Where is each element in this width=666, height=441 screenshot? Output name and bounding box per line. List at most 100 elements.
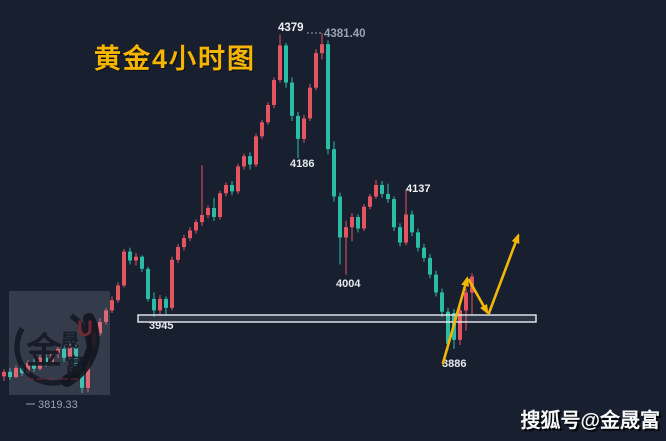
candle-body xyxy=(308,87,312,119)
candle-body xyxy=(170,259,174,308)
candle-body xyxy=(428,257,432,275)
candle-body xyxy=(134,256,138,261)
candle-body xyxy=(386,193,390,200)
trend-arrow xyxy=(441,276,469,365)
candle-body xyxy=(404,214,408,243)
candle-body xyxy=(320,44,324,54)
candle-body xyxy=(122,251,126,286)
support-band xyxy=(137,314,537,323)
candle-body xyxy=(182,238,186,248)
candle-body xyxy=(284,45,288,83)
candle-body xyxy=(326,44,330,150)
candle-body xyxy=(398,227,402,243)
candle-body xyxy=(14,368,18,377)
price-label: 4381.40 xyxy=(324,28,366,40)
candle-body xyxy=(272,80,276,105)
candle-body xyxy=(194,222,198,231)
candle-body xyxy=(44,357,48,364)
candle-body xyxy=(392,199,396,228)
price-label: 4137 xyxy=(406,183,430,195)
candle-body xyxy=(296,115,300,139)
candle-body xyxy=(128,251,132,261)
candle-body xyxy=(50,352,54,364)
candle-body xyxy=(218,193,222,217)
candle-body xyxy=(422,247,426,258)
candle-body xyxy=(8,371,12,377)
price-labels-layer: 4379 4381.40 4186 4137 4004 3945 3886 3819.33 xyxy=(38,22,466,411)
price-label: 4004 xyxy=(336,278,361,290)
candle-body xyxy=(26,362,30,374)
candle-body xyxy=(314,53,318,88)
candle-body xyxy=(278,45,282,81)
candle-body xyxy=(434,274,438,293)
candle-body xyxy=(440,292,444,312)
candle-body xyxy=(242,156,246,167)
candle-body xyxy=(458,310,462,340)
candle-body xyxy=(446,311,450,344)
candle-body xyxy=(2,371,6,377)
candle-body xyxy=(266,104,270,123)
price-label: 3886 xyxy=(442,358,466,370)
watermark-char-main: 金 xyxy=(25,330,63,371)
trend-arrow xyxy=(467,278,489,315)
candle-body xyxy=(344,227,348,238)
candle-body xyxy=(80,366,84,388)
candle-body xyxy=(20,368,24,374)
candle-body xyxy=(146,268,150,299)
candle-body xyxy=(152,298,156,311)
candle-body xyxy=(410,214,414,233)
watermark-char-3: 富 xyxy=(65,354,83,375)
price-label: 4186 xyxy=(290,158,314,170)
support-band-layer xyxy=(137,314,537,323)
candle-body xyxy=(116,285,120,301)
candles-layer xyxy=(2,33,474,393)
candle-body xyxy=(98,321,102,334)
candle-body xyxy=(68,346,72,358)
price-label: 4379 xyxy=(278,22,304,34)
candle-body xyxy=(104,310,108,322)
candle-body xyxy=(224,184,228,194)
page-title: 黄金4小时图 xyxy=(94,44,257,74)
candle-body xyxy=(248,156,252,165)
price-label: 3819.33 xyxy=(38,399,78,411)
candle-body xyxy=(56,348,60,353)
brand-watermark: U 金 晟 富 xyxy=(9,291,110,395)
candle-body xyxy=(188,230,192,239)
candle-body xyxy=(362,206,366,229)
candle-body xyxy=(260,122,264,137)
candle-body xyxy=(302,118,306,139)
candle-body xyxy=(290,82,294,116)
candle-body xyxy=(206,208,210,216)
candle-body xyxy=(254,136,258,165)
candle-body xyxy=(368,196,372,207)
candle-body xyxy=(380,184,384,194)
reference-lines-layer xyxy=(26,32,321,405)
candle-body xyxy=(332,149,336,197)
candle-body xyxy=(176,247,180,260)
candle-body xyxy=(62,348,66,358)
candle-body xyxy=(230,184,234,192)
candle-body xyxy=(38,357,42,369)
candle-body xyxy=(158,298,162,311)
price-label: 3945 xyxy=(149,320,173,332)
candle-body xyxy=(110,300,114,311)
watermark-fine-print xyxy=(27,378,78,380)
candle-body xyxy=(32,362,36,369)
trend-arrow xyxy=(487,233,520,315)
candle-body xyxy=(140,256,144,269)
candle-body xyxy=(350,216,354,228)
candle-body xyxy=(212,208,216,217)
candle-body xyxy=(374,184,378,197)
candle-body xyxy=(164,298,168,308)
candle-body xyxy=(464,292,468,311)
candle-body xyxy=(416,232,420,248)
trend-arrows-layer xyxy=(441,233,520,365)
candle-body xyxy=(356,216,360,229)
author-credit: 搜狐号@金晟富 xyxy=(520,410,660,432)
watermark-u-glyph: U xyxy=(77,316,93,341)
watermark-char-2: 晟 xyxy=(61,331,79,351)
candle-body xyxy=(74,346,78,367)
candle-body xyxy=(200,215,204,223)
